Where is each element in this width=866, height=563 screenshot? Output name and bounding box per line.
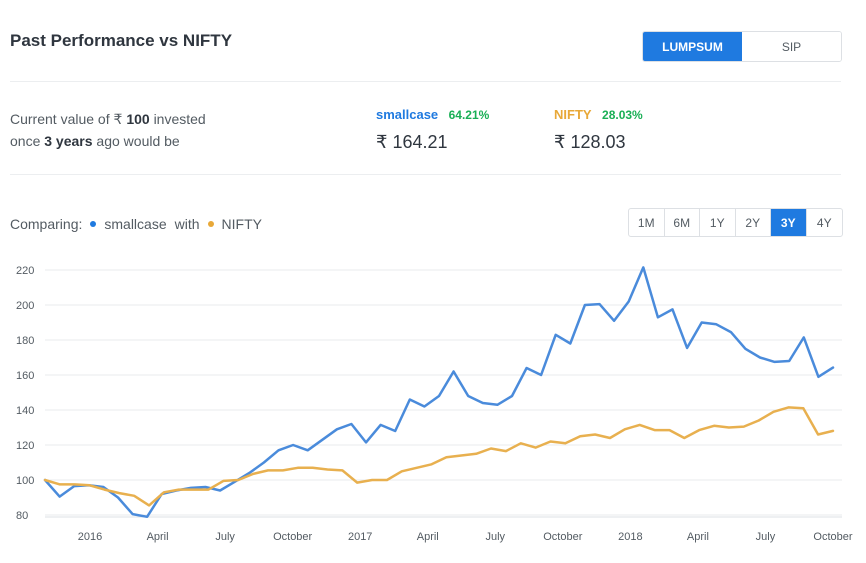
- smallcase-stat: smallcase 64.21% ₹ 164.21: [376, 106, 489, 153]
- compare-label: Comparing:: [10, 216, 83, 232]
- divider-middle: [10, 174, 841, 175]
- nifty-stat: NIFTY 28.03% ₹ 128.03: [554, 106, 643, 153]
- investment-mode-toggle: LUMPSUM SIP: [642, 31, 842, 62]
- y-tick-label: 160: [16, 370, 34, 382]
- time-range-selector: 1M 6M 1Y 2Y 3Y 4Y: [628, 208, 843, 237]
- x-tick-label: July: [486, 531, 506, 543]
- range-3y-button[interactable]: 3Y: [771, 209, 807, 236]
- divider-top: [10, 81, 841, 82]
- nifty-stat-pct: 28.03%: [602, 108, 643, 122]
- intro-mid: invested: [153, 111, 206, 127]
- smallcase-stat-value: ₹ 164.21: [376, 132, 448, 152]
- y-tick-label: 200: [16, 300, 34, 312]
- smallcase-stat-pct: 64.21%: [448, 108, 490, 122]
- nifty-stat-name: NIFTY: [554, 107, 592, 122]
- x-tick-label: 2016: [78, 531, 102, 543]
- summary-intro: Current value of ₹ 100 invested once 3 y…: [10, 108, 206, 152]
- y-tick-label: 180: [16, 335, 34, 347]
- y-tick-label: 120: [16, 440, 34, 452]
- y-tick-label: 220: [16, 265, 34, 277]
- x-tick-label: April: [147, 531, 169, 543]
- y-tick-label: 100: [16, 475, 34, 487]
- smallcase-dot-icon: [90, 221, 97, 227]
- x-tick-label: April: [417, 531, 439, 543]
- compare-second: NIFTY: [221, 216, 262, 232]
- page-title: Past Performance vs NIFTY: [10, 31, 233, 50]
- nifty-series-line: [43, 406, 835, 507]
- compare-legend: Comparing: smallcase with NIFTY: [10, 216, 262, 232]
- intro-once: once: [10, 133, 41, 149]
- intro-amount: 100: [126, 111, 150, 127]
- compare-with: with: [174, 216, 200, 232]
- smallcase-stat-name: smallcase: [376, 107, 439, 122]
- x-tick-label: April: [687, 531, 709, 543]
- y-tick-label: 140: [16, 405, 34, 417]
- x-tick-label: October: [273, 531, 312, 543]
- intro-suffix: ago would be: [96, 133, 180, 149]
- range-1y-button[interactable]: 1Y: [700, 209, 736, 236]
- x-tick-label: July: [215, 531, 235, 543]
- range-6m-button[interactable]: 6M: [665, 209, 700, 236]
- x-tick-label: October: [813, 531, 852, 543]
- x-tick-label: 2018: [618, 531, 642, 543]
- range-4y-button[interactable]: 4Y: [816, 215, 832, 230]
- lumpsum-button[interactable]: LUMPSUM: [643, 32, 742, 61]
- range-2y-button[interactable]: 2Y: [736, 209, 771, 236]
- sip-button[interactable]: SIP: [742, 32, 841, 61]
- intro-currency: ₹: [113, 111, 123, 127]
- intro-period: 3 years: [44, 133, 93, 149]
- x-tick-label: July: [756, 531, 776, 543]
- intro-prefix: Current value of: [10, 111, 110, 127]
- y-tick-label: 80: [16, 510, 28, 522]
- nifty-dot-icon: [207, 221, 214, 227]
- x-tick-label: 2017: [348, 531, 372, 543]
- nifty-stat-value: ₹ 128.03: [554, 132, 626, 152]
- x-tick-label: October: [543, 531, 582, 543]
- compare-first: smallcase: [104, 216, 167, 232]
- range-1m-button[interactable]: 1M: [629, 209, 665, 236]
